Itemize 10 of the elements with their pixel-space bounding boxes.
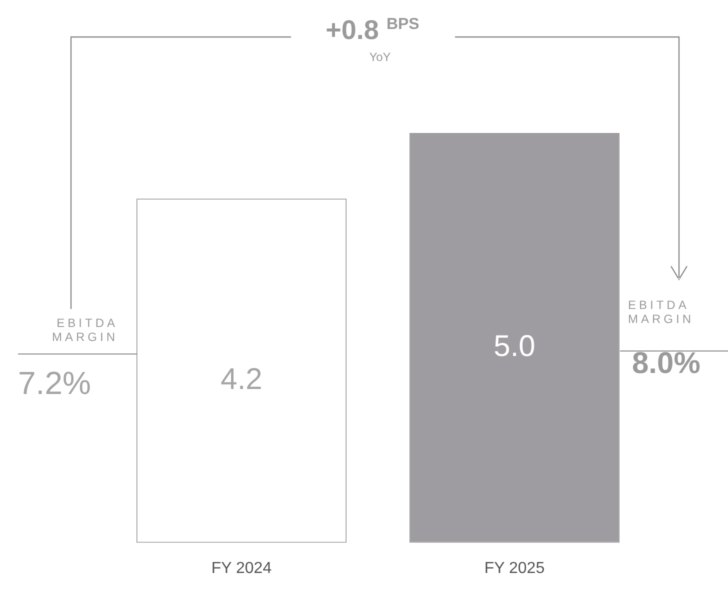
data-label: 4.2 [220,362,262,396]
text: +0.8 $^{BPS}$ [324,14,420,46]
data-label: 5.0 [494,330,536,364]
x-tick-label: FY 2024 [211,560,272,577]
annotation: EBITDA MARGIN [628,298,695,327]
x-tick-label: FY 2025 [484,560,545,577]
text: YoY [368,50,392,64]
annotation: EBITDA MARGIN [51,316,118,345]
text: 7.2% [18,364,92,402]
annotation: 8.0% [632,346,702,382]
